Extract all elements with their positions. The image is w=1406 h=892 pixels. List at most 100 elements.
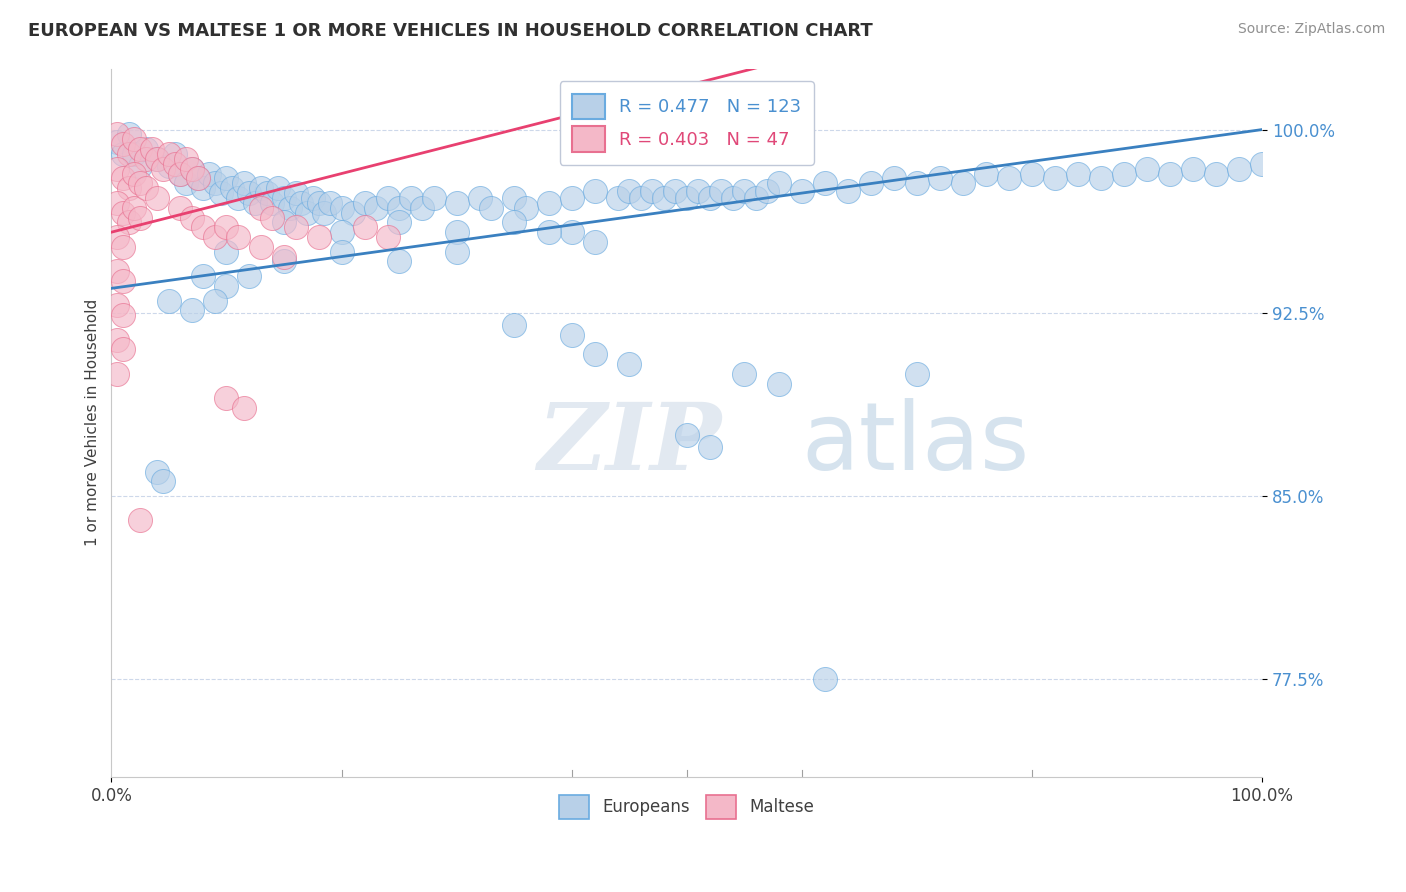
Point — [756, 184, 779, 198]
Point — [198, 167, 221, 181]
Point — [468, 191, 491, 205]
Point — [129, 513, 152, 527]
Point — [124, 201, 146, 215]
Point — [537, 195, 560, 210]
Point — [273, 254, 295, 268]
Point — [952, 177, 974, 191]
Point — [837, 184, 859, 198]
Point — [1227, 161, 1250, 176]
Point — [1043, 171, 1066, 186]
Point — [105, 195, 128, 210]
Point — [928, 171, 950, 186]
Point — [699, 191, 721, 205]
Point — [688, 184, 710, 198]
Text: ZIP: ZIP — [537, 399, 721, 489]
Point — [503, 318, 526, 332]
Point — [583, 235, 606, 249]
Legend: Europeans, Maltese: Europeans, Maltese — [553, 789, 821, 825]
Point — [129, 142, 152, 156]
Point — [699, 440, 721, 454]
Point — [561, 225, 583, 239]
Point — [859, 177, 882, 191]
Point — [174, 177, 197, 191]
Point — [330, 225, 353, 239]
Point — [146, 191, 169, 205]
Point — [905, 177, 928, 191]
Point — [215, 279, 238, 293]
Point — [129, 177, 152, 191]
Point — [1205, 167, 1227, 181]
Point — [169, 167, 191, 181]
Point — [561, 327, 583, 342]
Point — [245, 195, 267, 210]
Point — [135, 142, 157, 156]
Point — [105, 128, 128, 142]
Point — [641, 184, 664, 198]
Point — [215, 220, 238, 235]
Point — [308, 230, 330, 244]
Point — [105, 230, 128, 244]
Point — [733, 367, 755, 381]
Point — [181, 161, 204, 176]
Point — [411, 201, 433, 215]
Point — [675, 428, 697, 442]
Point — [1090, 171, 1112, 186]
Point — [232, 177, 254, 191]
Point — [998, 171, 1021, 186]
Point — [105, 298, 128, 312]
Point — [721, 191, 744, 205]
Point — [111, 240, 134, 254]
Point — [135, 152, 157, 166]
Point — [105, 264, 128, 278]
Point — [446, 195, 468, 210]
Point — [606, 191, 628, 205]
Point — [105, 333, 128, 347]
Point — [364, 201, 387, 215]
Point — [124, 147, 146, 161]
Point — [135, 181, 157, 195]
Point — [256, 186, 278, 200]
Point — [250, 201, 273, 215]
Point — [238, 269, 260, 284]
Text: Source: ZipAtlas.com: Source: ZipAtlas.com — [1237, 22, 1385, 37]
Point — [314, 205, 336, 219]
Point — [157, 293, 180, 308]
Point — [675, 191, 697, 205]
Point — [163, 157, 186, 171]
Point — [146, 152, 169, 166]
Point — [141, 142, 163, 156]
Point — [187, 171, 209, 186]
Point — [422, 191, 444, 205]
Point — [301, 191, 323, 205]
Point — [537, 225, 560, 239]
Point — [583, 184, 606, 198]
Point — [446, 244, 468, 259]
Y-axis label: 1 or more Vehicles in Household: 1 or more Vehicles in Household — [86, 299, 100, 546]
Point — [768, 177, 790, 191]
Point — [883, 171, 905, 186]
Point — [118, 181, 141, 195]
Point — [353, 195, 375, 210]
Point — [146, 152, 169, 166]
Point — [330, 201, 353, 215]
Point — [974, 167, 997, 181]
Point — [105, 161, 128, 176]
Point — [290, 195, 312, 210]
Point — [215, 171, 238, 186]
Point — [1136, 161, 1159, 176]
Point — [619, 184, 641, 198]
Point — [745, 191, 768, 205]
Point — [215, 244, 238, 259]
Point — [295, 205, 318, 219]
Point — [204, 293, 226, 308]
Point — [157, 147, 180, 161]
Point — [561, 191, 583, 205]
Point — [710, 184, 733, 198]
Point — [664, 184, 686, 198]
Point — [204, 177, 226, 191]
Point — [129, 211, 152, 225]
Point — [503, 215, 526, 229]
Point — [479, 201, 502, 215]
Point — [1067, 167, 1090, 181]
Point — [1021, 167, 1043, 181]
